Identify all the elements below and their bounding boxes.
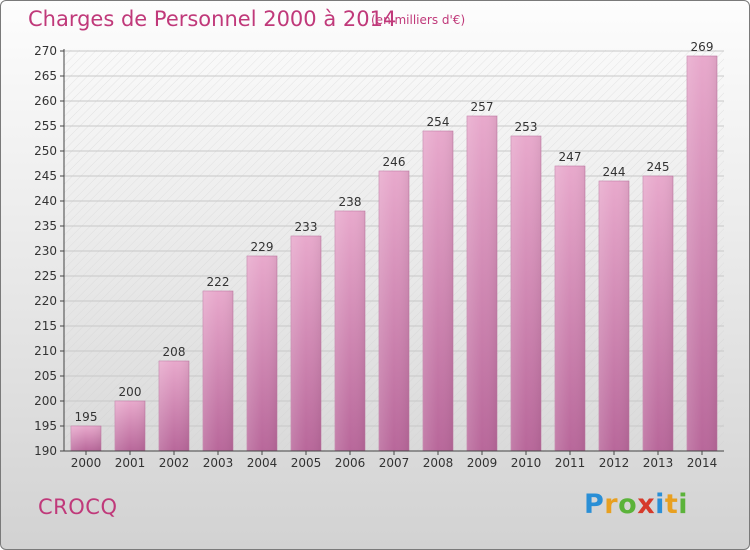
x-tick-label: 2005 <box>291 456 322 470</box>
bar-shine <box>159 361 189 451</box>
commune-name: CROCQ <box>38 495 118 519</box>
logo-letter: t <box>664 489 679 520</box>
y-tick-label: 260 <box>34 94 57 108</box>
bar-shine <box>335 211 365 451</box>
bar-value-label: 229 <box>251 240 274 254</box>
chart-title: Charges de Personnel 2000 à 2014 <box>28 7 397 31</box>
bar-value-label: 195 <box>75 410 98 424</box>
chart-subtitle: (en milliers d'€) <box>371 13 466 27</box>
bar-shine <box>423 131 453 451</box>
x-tick-label: 2011 <box>555 456 586 470</box>
logo-letter: P <box>584 489 605 520</box>
bar-shine <box>643 176 673 451</box>
logo-letter: x <box>637 489 656 520</box>
bar-value-label: 244 <box>603 165 626 179</box>
bar-shine <box>247 256 277 451</box>
bar-shine <box>291 236 321 451</box>
y-tick-label: 230 <box>34 244 57 258</box>
bar-shine <box>203 291 233 451</box>
x-tick-label: 2003 <box>203 456 234 470</box>
logo-letter: i <box>678 489 689 520</box>
bar-value-label: 200 <box>119 385 142 399</box>
bar-shine <box>511 136 541 451</box>
bar-value-label: 245 <box>647 160 670 174</box>
x-tick-label: 2001 <box>115 456 146 470</box>
logo-letter: r <box>604 489 619 520</box>
bar-value-label: 254 <box>427 115 450 129</box>
x-tick-label: 2013 <box>643 456 674 470</box>
y-tick-label: 210 <box>34 344 57 358</box>
bar-shine <box>599 181 629 451</box>
x-tick-label: 2014 <box>687 456 718 470</box>
bar-shine <box>555 166 585 451</box>
bar-shine <box>687 56 717 451</box>
x-tick-label: 2002 <box>159 456 190 470</box>
bar-value-label: 253 <box>515 120 538 134</box>
y-tick-label: 205 <box>34 369 57 383</box>
y-tick-label: 200 <box>34 394 57 408</box>
bar-value-label: 222 <box>207 275 230 289</box>
axis-layer: 190 195 200 205 210 215 220 225 230 235 240 245 250 2… <box>34 44 724 470</box>
y-tick-label: 240 <box>34 194 57 208</box>
y-tick-label: 190 <box>34 444 57 458</box>
y-tick-label: 225 <box>34 269 57 283</box>
proxiti-logo: Proxiti <box>584 489 688 520</box>
x-tick-label: 2004 <box>247 456 278 470</box>
x-tick-label: 2008 <box>423 456 454 470</box>
bar-value-label: 269 <box>691 40 714 54</box>
bar-value-label: 246 <box>383 155 406 169</box>
y-tick-label: 255 <box>34 119 57 133</box>
logo-letter: i <box>655 489 665 520</box>
bar-value-label: 208 <box>163 345 186 359</box>
y-tick-label: 245 <box>34 169 57 183</box>
y-tick-label: 220 <box>34 294 57 308</box>
y-tick-label: 215 <box>34 319 57 333</box>
y-tick-label: 195 <box>34 419 57 433</box>
bar-layer <box>70 55 718 452</box>
bar-value-label: 238 <box>339 195 362 209</box>
y-tick-label: 265 <box>34 69 57 83</box>
label-layer: 195 200 208 222 229 233 238 246 254 257 253 247 244 2… <box>75 40 714 424</box>
bar-shine <box>467 116 497 451</box>
x-tick-label: 2012 <box>599 456 630 470</box>
bar-value-label: 257 <box>471 100 494 114</box>
x-tick-label: 2007 <box>379 456 410 470</box>
y-tick-label: 235 <box>34 219 57 233</box>
x-tick-label: 2006 <box>335 456 366 470</box>
bar-shine <box>115 401 145 451</box>
bar-shine <box>71 426 101 451</box>
bar-value-label: 247 <box>559 150 582 164</box>
x-tick-label: 2010 <box>511 456 542 470</box>
y-tick-label: 250 <box>34 144 57 158</box>
logo-letter: o <box>618 489 638 520</box>
x-tick-label: 2000 <box>71 456 102 470</box>
bar-value-label: 233 <box>295 220 318 234</box>
bar-shine <box>379 171 409 451</box>
x-tick-label: 2009 <box>467 456 498 470</box>
y-tick-label: 270 <box>34 44 57 58</box>
